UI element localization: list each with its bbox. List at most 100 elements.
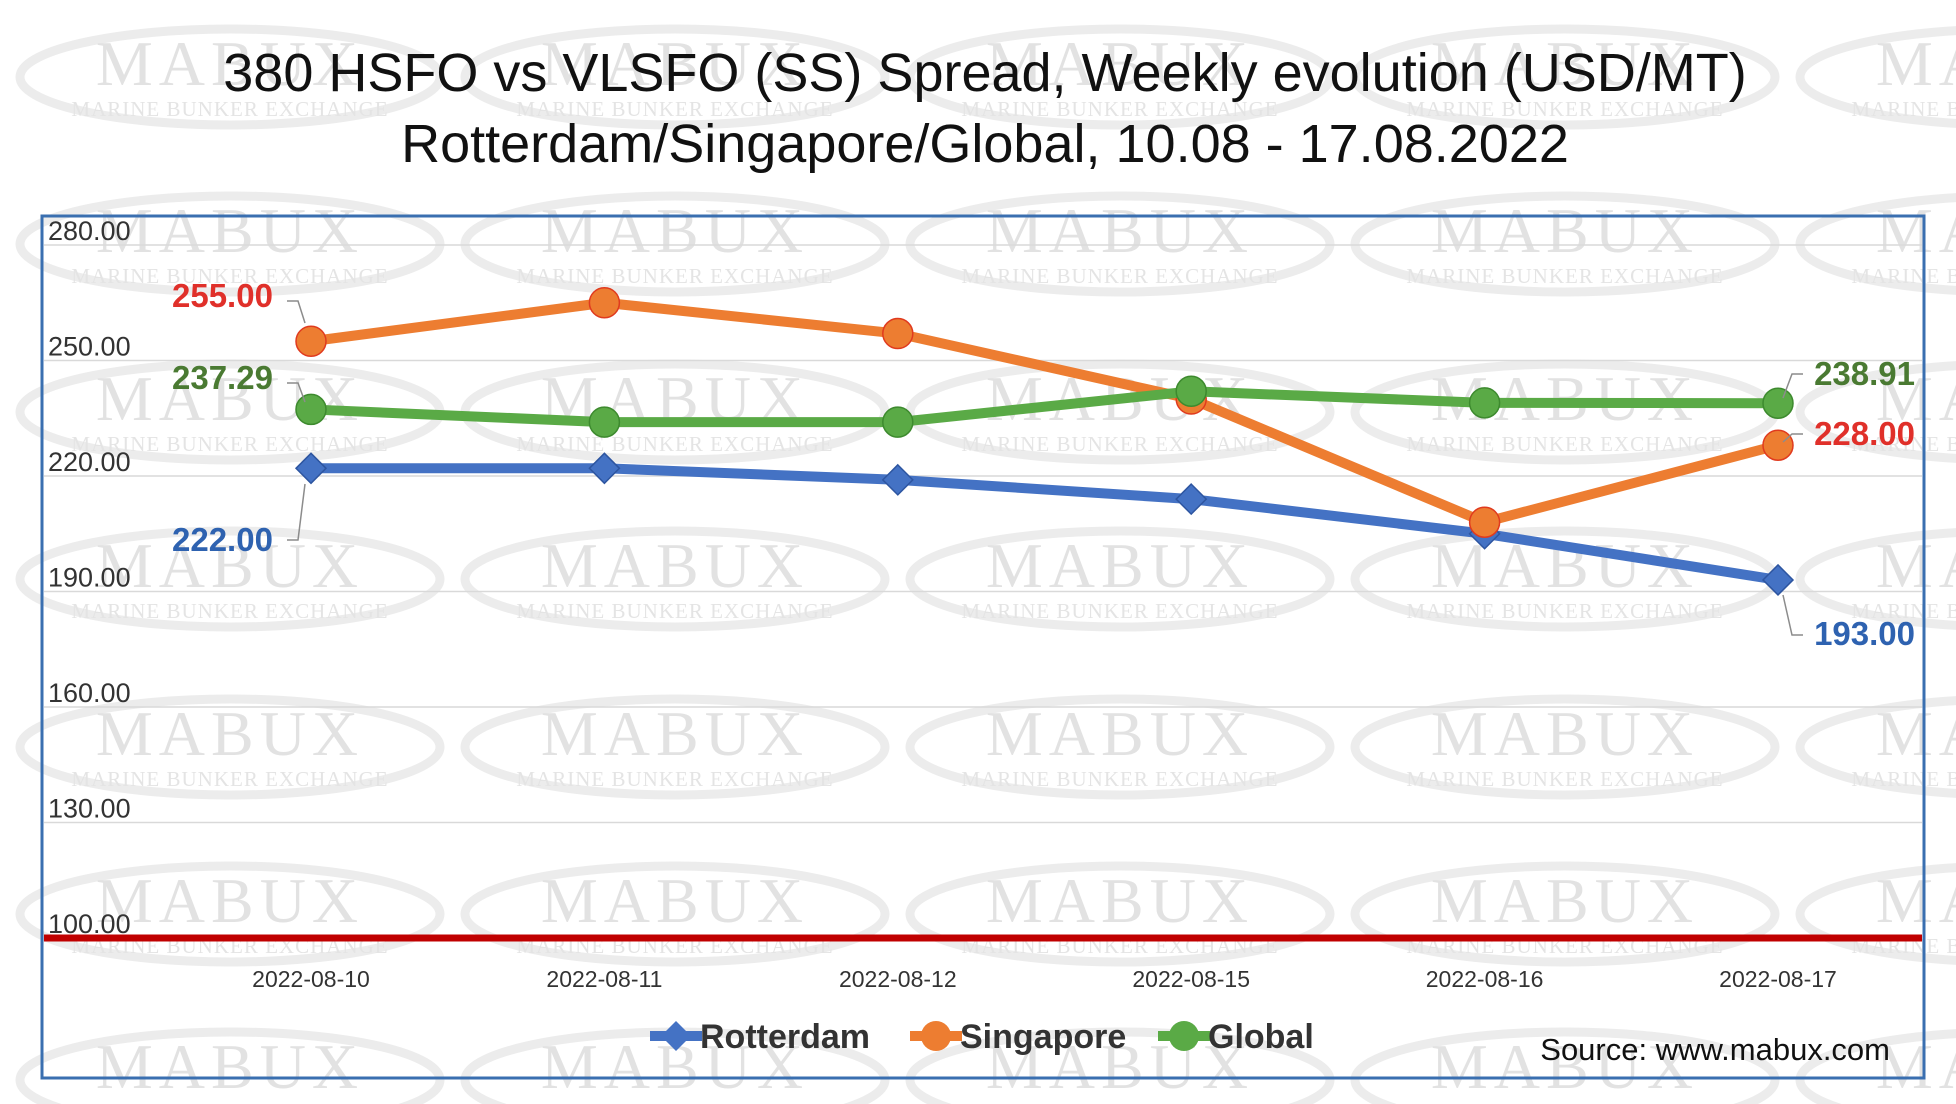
y-tick-label: 280.00 bbox=[48, 216, 131, 246]
watermark-brand: MABUX bbox=[541, 698, 809, 769]
watermark-swoosh bbox=[905, 861, 1335, 967]
watermark-swoosh bbox=[460, 861, 890, 967]
data-point bbox=[588, 287, 621, 319]
watermark-tagline: MARINE BUNKER EXCHANGE bbox=[1406, 1100, 1723, 1104]
watermark-swoosh bbox=[15, 694, 445, 800]
watermark-tagline: MARINE BUNKER EXCHANGE bbox=[71, 1100, 388, 1104]
watermark-swoosh bbox=[1350, 1027, 1780, 1104]
watermark-brand: MABUX bbox=[986, 1031, 1254, 1102]
data-point bbox=[1175, 483, 1208, 516]
watermark-brand: MABUX bbox=[1431, 1031, 1699, 1102]
data-point bbox=[1468, 387, 1501, 419]
watermark-brand: MABUX bbox=[1876, 698, 1956, 769]
watermark-brand: MABUX bbox=[986, 865, 1254, 936]
watermark-brand: MABUX bbox=[986, 195, 1254, 266]
watermark-tagline: MARINE BUNKER EXCHANGE bbox=[71, 432, 388, 456]
watermark-brand: MABUX bbox=[1431, 28, 1699, 99]
watermark-brand: MABUX bbox=[96, 1031, 364, 1102]
watermark-brand: MABUX bbox=[96, 698, 364, 769]
data-point bbox=[588, 452, 621, 485]
watermark-tagline: MARINE BUNKER EXCHANGE bbox=[1406, 264, 1723, 288]
watermark-tagline: MARINE BUNKER EXCHANGE bbox=[961, 264, 1278, 288]
chart-subtitle: Rotterdam/Singapore/Global, 10.08 - 17.0… bbox=[401, 114, 1569, 174]
data-point bbox=[294, 452, 328, 485]
data-point bbox=[881, 463, 914, 496]
y-tick-label: 130.00 bbox=[48, 794, 131, 824]
watermark-tagline: MARINE BUNKER EXCHANGE bbox=[516, 97, 833, 121]
data-label-text: 255.00 bbox=[172, 277, 273, 314]
watermark-swoosh bbox=[15, 526, 445, 632]
legend: Rotterdam Singapore Global bbox=[650, 1018, 1314, 1056]
legend-label: Rotterdam bbox=[700, 1018, 870, 1056]
x-tick-label: 2022-08-17 bbox=[1719, 966, 1837, 992]
data-point bbox=[1762, 429, 1794, 461]
y-tick-label: 220.00 bbox=[48, 447, 131, 477]
watermark-swoosh bbox=[1795, 696, 1956, 798]
y-tick-label: 250.00 bbox=[48, 332, 131, 362]
data-label-text: 193.00 bbox=[1814, 615, 1915, 652]
watermark-tagline: MARINE BUNKER EXCHANGE bbox=[1851, 432, 1956, 456]
watermark-brand: MABUX bbox=[1431, 865, 1699, 936]
watermark-swoosh bbox=[905, 694, 1335, 800]
watermark-swoosh bbox=[460, 191, 890, 297]
data-label-singapore: 255.00 bbox=[172, 277, 306, 324]
leader-line bbox=[1782, 373, 1803, 399]
legend-swatch-marker bbox=[921, 1021, 951, 1051]
watermark-brand: MABUX bbox=[1876, 28, 1956, 99]
x-tick-label: 2022-08-11 bbox=[546, 966, 662, 992]
watermark-brand: MABUX bbox=[96, 195, 364, 266]
chart-title: 380 HSFO vs VLSFO (SS) Spread, Weekly ev… bbox=[223, 43, 1746, 103]
watermark-tagline: MARINE BUNKER EXCHANGE bbox=[516, 1100, 833, 1104]
watermark-swoosh bbox=[1350, 191, 1780, 297]
watermark-brand: MABUX bbox=[986, 530, 1254, 601]
legend-swatch-marker bbox=[1169, 1021, 1199, 1051]
data-label-rotterdam: 193.00 bbox=[1782, 594, 1915, 652]
legend-item-singapore: Singapore bbox=[910, 1018, 1126, 1056]
watermark-tagline: MARINE BUNKER EXCHANGE bbox=[516, 432, 833, 456]
watermark-swoosh bbox=[1350, 24, 1780, 130]
data-label-global: 237.29 bbox=[172, 359, 306, 403]
data-point bbox=[1761, 563, 1795, 597]
data-point bbox=[882, 317, 914, 350]
watermark-tagline: MARINE BUNKER EXCHANGE bbox=[1406, 97, 1723, 121]
y-tick-label: 190.00 bbox=[48, 563, 131, 593]
watermark-tagline: MARINE BUNKER EXCHANGE bbox=[961, 432, 1278, 456]
watermark-swoosh bbox=[1795, 361, 1956, 463]
watermark-brand: MABUX bbox=[986, 698, 1254, 769]
y-tick-label: 160.00 bbox=[48, 678, 131, 708]
watermark-swoosh bbox=[15, 24, 445, 130]
watermark-swoosh bbox=[905, 526, 1335, 632]
watermark-swoosh bbox=[15, 861, 445, 967]
watermark-brand: MABUX bbox=[1876, 530, 1956, 601]
watermark-swoosh bbox=[460, 694, 890, 800]
watermark-tagline: MARINE BUNKER EXCHANGE bbox=[516, 599, 833, 623]
watermark-tagline: MARINE BUNKER EXCHANGE bbox=[1851, 1100, 1956, 1104]
watermark-tagline: MARINE BUNKER EXCHANGE bbox=[1851, 97, 1956, 121]
watermark-tagline: MARINE BUNKER EXCHANGE bbox=[961, 767, 1278, 791]
watermark-brand: MABUX bbox=[96, 865, 364, 936]
x-tick-label: 2022-08-12 bbox=[839, 966, 957, 992]
watermark-brand: MABUX bbox=[541, 28, 809, 99]
legend-label: Global bbox=[1208, 1018, 1314, 1056]
data-label-singapore: 228.00 bbox=[1782, 415, 1915, 452]
watermark-tagline: MARINE BUNKER EXCHANGE bbox=[961, 97, 1278, 121]
data-point bbox=[295, 325, 327, 357]
data-labels: 255.00 237.29 222.00 238.91 228.00 193.00 bbox=[172, 277, 1915, 652]
data-label-text: 222.00 bbox=[172, 521, 273, 558]
watermark-tagline: MARINE BUNKER EXCHANGE bbox=[1851, 599, 1956, 623]
watermark-swoosh bbox=[1795, 863, 1956, 965]
watermark-brand: MABUX bbox=[1876, 1031, 1956, 1102]
source-note: Source: www.mabux.com bbox=[1540, 1032, 1890, 1067]
leader-line bbox=[287, 300, 306, 324]
data-label-rotterdam: 222.00 bbox=[172, 483, 306, 558]
watermark-swoosh bbox=[905, 191, 1335, 297]
watermark-tagline: MARINE BUNKER EXCHANGE bbox=[71, 599, 388, 623]
watermark-swoosh bbox=[15, 1027, 445, 1104]
watermark-brand: MABUX bbox=[986, 28, 1254, 99]
watermark-brand: MABUX bbox=[1431, 698, 1699, 769]
watermark-swoosh bbox=[1795, 528, 1956, 630]
watermark-swoosh bbox=[1795, 193, 1956, 295]
